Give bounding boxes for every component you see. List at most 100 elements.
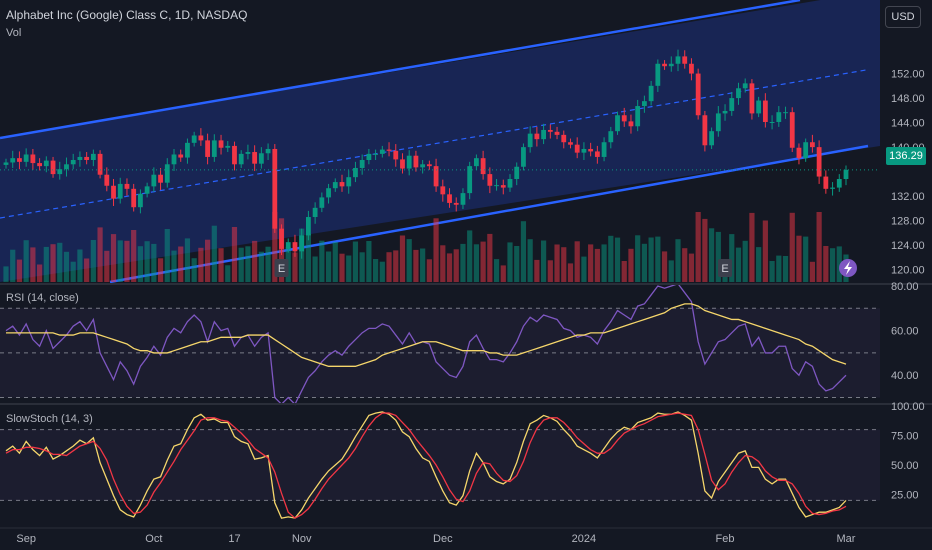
candle[interactable]	[568, 138, 573, 149]
candle[interactable]	[500, 179, 506, 195]
candle[interactable]	[440, 179, 446, 202]
candle[interactable]	[198, 128, 204, 146]
candle[interactable]	[810, 134, 815, 153]
candle[interactable]	[729, 91, 735, 116]
candle[interactable]	[796, 143, 802, 165]
candle[interactable]	[769, 115, 775, 130]
candle[interactable]	[211, 134, 217, 162]
candle[interactable]	[709, 127, 714, 149]
candle[interactable]	[218, 134, 224, 155]
candle[interactable]	[37, 158, 42, 171]
candle[interactable]	[823, 170, 829, 194]
candle[interactable]	[373, 149, 378, 161]
rsi-pane[interactable]	[0, 283, 880, 406]
candle[interactable]	[722, 104, 728, 121]
candle[interactable]	[386, 142, 392, 157]
candle[interactable]	[762, 93, 768, 128]
candle[interactable]	[447, 188, 452, 208]
candle[interactable]	[554, 126, 560, 140]
candle[interactable]	[574, 137, 580, 159]
candle[interactable]	[332, 178, 338, 192]
earnings-marker[interactable]: E	[718, 259, 733, 277]
candle[interactable]	[581, 142, 587, 161]
candle[interactable]	[339, 174, 345, 192]
candle[interactable]	[642, 95, 647, 113]
candle[interactable]	[312, 202, 318, 224]
candle[interactable]	[245, 144, 251, 160]
candle[interactable]	[675, 49, 681, 72]
candle[interactable]	[635, 99, 641, 132]
candle[interactable]	[64, 157, 69, 177]
candle[interactable]	[514, 162, 520, 186]
candle[interactable]	[776, 106, 782, 127]
candle[interactable]	[594, 145, 600, 164]
candle[interactable]	[265, 143, 271, 161]
candle[interactable]	[292, 234, 298, 257]
candle[interactable]	[238, 150, 244, 168]
lightning-icon[interactable]	[839, 259, 857, 277]
candle[interactable]	[171, 148, 177, 172]
candle[interactable]	[460, 188, 466, 210]
candle[interactable]	[131, 183, 137, 212]
candle[interactable]	[628, 114, 634, 134]
candle[interactable]	[507, 174, 513, 192]
candle[interactable]	[547, 124, 553, 139]
candle[interactable]	[191, 131, 197, 147]
candle[interactable]	[379, 145, 385, 158]
candle[interactable]	[608, 126, 614, 149]
candle[interactable]	[225, 141, 231, 153]
candle[interactable]	[534, 126, 540, 147]
candle[interactable]	[43, 156, 49, 173]
candle[interactable]	[682, 50, 688, 69]
candle[interactable]	[178, 149, 184, 162]
candle[interactable]	[843, 165, 849, 186]
candle[interactable]	[426, 160, 432, 170]
candle[interactable]	[662, 60, 667, 70]
candle[interactable]	[232, 141, 237, 171]
candle[interactable]	[70, 153, 76, 170]
candle[interactable]	[749, 79, 755, 120]
candle[interactable]	[621, 107, 627, 127]
candle[interactable]	[138, 189, 143, 214]
candle[interactable]	[668, 56, 674, 72]
candle[interactable]	[353, 161, 358, 183]
currency-selector[interactable]: USD	[885, 6, 921, 28]
candle[interactable]	[474, 154, 479, 170]
candle[interactable]	[84, 152, 90, 165]
candle[interactable]	[252, 145, 258, 172]
candle[interactable]	[655, 59, 661, 92]
candle[interactable]	[420, 160, 426, 174]
candle[interactable]	[400, 153, 405, 174]
candle[interactable]	[789, 107, 795, 153]
candle[interactable]	[783, 106, 788, 119]
candle[interactable]	[104, 167, 110, 192]
candle[interactable]	[393, 144, 399, 167]
candle[interactable]	[816, 140, 822, 184]
candle[interactable]	[702, 110, 708, 152]
candle[interactable]	[695, 68, 701, 120]
candle[interactable]	[151, 167, 157, 192]
earnings-marker[interactable]: E	[274, 259, 289, 277]
candle[interactable]	[185, 138, 190, 164]
candle[interactable]	[756, 96, 762, 118]
candle[interactable]	[541, 123, 546, 145]
candle[interactable]	[601, 137, 607, 162]
candle[interactable]	[494, 179, 499, 191]
candle[interactable]	[90, 149, 96, 167]
candle[interactable]	[50, 156, 56, 178]
candle[interactable]	[164, 158, 170, 188]
candle[interactable]	[615, 111, 620, 135]
candle[interactable]	[521, 143, 526, 171]
candle[interactable]	[736, 82, 741, 105]
candle[interactable]	[406, 150, 412, 176]
candle[interactable]	[359, 154, 365, 175]
candle[interactable]	[561, 130, 567, 149]
candle[interactable]	[158, 167, 163, 191]
candle[interactable]	[487, 167, 493, 194]
candle[interactable]	[836, 174, 842, 192]
candle[interactable]	[10, 150, 16, 168]
candle[interactable]	[480, 150, 486, 180]
candle[interactable]	[453, 197, 459, 212]
candle[interactable]	[527, 126, 533, 153]
